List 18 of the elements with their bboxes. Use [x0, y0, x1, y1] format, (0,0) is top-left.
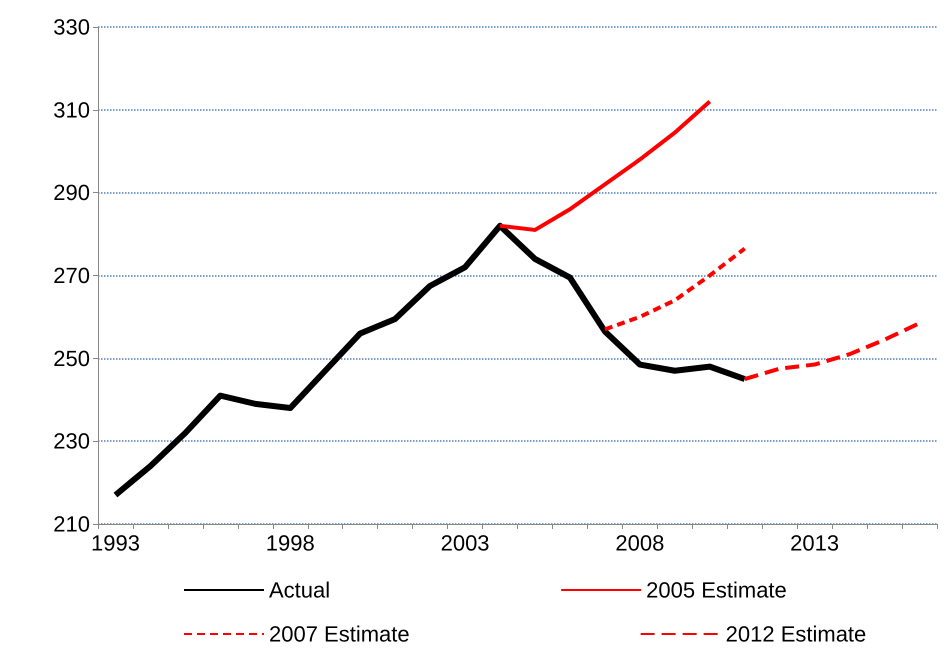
line-series	[602, 246, 747, 332]
x-tick-label: 2013	[790, 530, 840, 556]
y-tick-label: 290	[53, 180, 90, 206]
y-tick-label: 310	[53, 97, 90, 122]
x-tick-label: 1998	[266, 530, 315, 556]
legend-label: 2005 Estimate	[646, 578, 787, 602]
x-tick-label: 1993	[91, 530, 140, 556]
legend-label: 2012 Estimate	[726, 622, 866, 646]
x-tick-label: 2008	[615, 530, 664, 556]
y-tick-label: 210	[53, 512, 90, 536]
line-series	[498, 100, 712, 232]
y-tick-label: 330	[53, 14, 90, 40]
legend-label: 2007 Estimate	[269, 622, 410, 646]
legend-label: Actual	[269, 578, 330, 602]
y-tick-label: 250	[53, 346, 90, 371]
x-tick-label: 2003	[440, 530, 490, 556]
y-tick-label: 230	[53, 428, 90, 454]
y-tick-label: 270	[53, 263, 90, 288]
